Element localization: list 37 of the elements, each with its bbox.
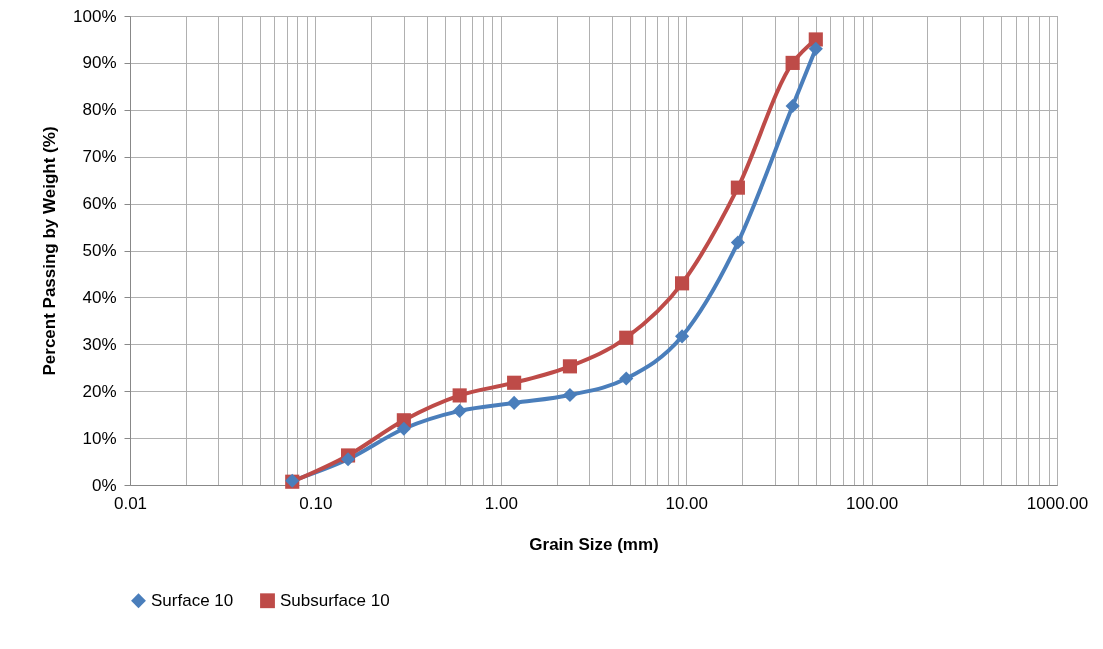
point — [396, 421, 411, 436]
point — [340, 452, 356, 467]
x-tick-label: 100.00 — [846, 493, 899, 513]
point — [730, 180, 745, 195]
legend-label: Surface 10 — [151, 590, 234, 610]
point — [507, 395, 522, 410]
x-tick-label: 1.00 — [484, 493, 518, 513]
point — [785, 55, 800, 70]
x-tick-label: 10.00 — [665, 493, 708, 513]
point — [619, 371, 634, 386]
point — [785, 98, 800, 114]
y-tick-label: 30% — [82, 334, 117, 354]
y-tick-label: 80% — [82, 100, 117, 120]
y-tick-label: 10% — [82, 428, 117, 448]
point — [619, 330, 634, 345]
point — [675, 276, 690, 291]
x-tick-label: 0.10 — [299, 493, 333, 513]
y-tick-label: 70% — [82, 147, 117, 167]
y-axis-title: Percent Passing by Weight (%) — [40, 126, 60, 376]
point — [452, 403, 467, 418]
y-tick-label: 0% — [91, 475, 117, 495]
point — [452, 388, 467, 403]
x-axis-title: Grain Size (mm) — [529, 534, 659, 554]
y-tick-label: 20% — [82, 381, 117, 401]
y-tick-label: 90% — [82, 53, 117, 73]
point — [562, 387, 578, 403]
point — [562, 359, 578, 374]
x-tick-label: 0.01 — [113, 493, 148, 513]
point — [675, 329, 690, 344]
y-tick-label: 40% — [82, 287, 117, 307]
y-tick-label: 60% — [82, 194, 117, 214]
x-tick-label: 1000.00 — [1026, 493, 1089, 513]
legend-label: Subsurface 10 — [280, 590, 390, 610]
point — [507, 375, 522, 390]
y-tick-label: 100% — [73, 6, 117, 26]
y-tick-label: 50% — [82, 241, 117, 260]
point — [730, 235, 745, 250]
